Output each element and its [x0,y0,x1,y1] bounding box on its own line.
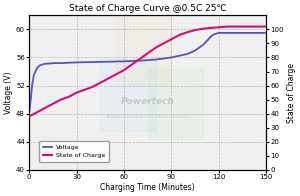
Bar [116,15,172,85]
Title: State of Charge Curve @0.5C 25℃: State of Charge Curve @0.5C 25℃ [69,4,226,13]
Legend: Voltage, State of Charge: Voltage, State of Charge [39,141,109,162]
Y-axis label: State of Charge: State of Charge [287,63,296,123]
X-axis label: Charging Time (Minutes): Charging Time (Minutes) [100,183,195,192]
Y-axis label: Voltage (V): Voltage (V) [4,71,13,114]
Bar [148,69,203,139]
Text: ADVANCED ENERGY STORAGE SYSTEMS: ADVANCED ENERGY STORAGE SYSTEMS [107,115,189,119]
Text: Powertech: Powertech [121,97,175,106]
Bar [100,59,156,131]
